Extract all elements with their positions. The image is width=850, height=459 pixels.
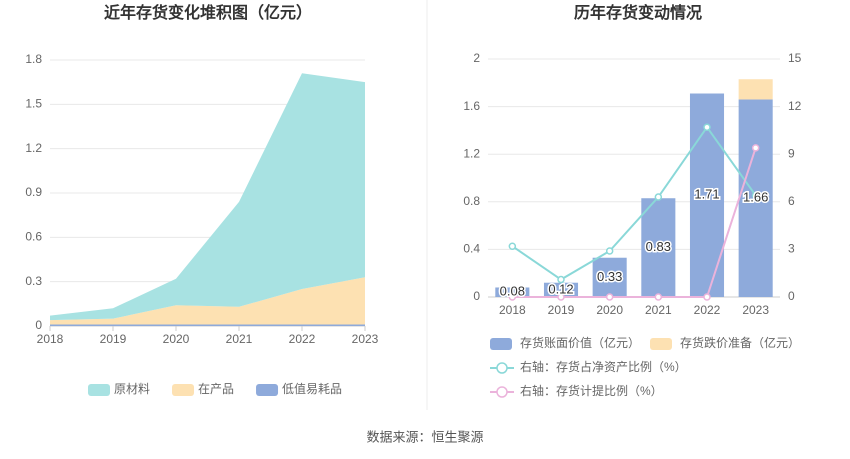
- area: [50, 73, 365, 321]
- y-tick-label: 0.8: [463, 194, 480, 208]
- bar: [495, 287, 530, 297]
- line: [511, 125, 757, 281]
- y-tick-label: 12: [788, 99, 802, 113]
- y-tick-label: 0: [473, 289, 480, 303]
- y-tick-label: 3: [788, 242, 795, 256]
- y-tick-label: 1.6: [463, 99, 480, 113]
- point: [751, 144, 760, 152]
- legend-label: 右轴：存货计提比例（%）: [520, 383, 663, 398]
- legend-swatch: [256, 384, 279, 396]
- x-tick-label: 2020: [596, 303, 623, 317]
- legend-marker: [496, 362, 508, 374]
- chart-title: 近年存货变化堆积图（亿元）: [104, 3, 312, 22]
- data-label: 1.71: [694, 187, 719, 202]
- point: [703, 123, 711, 131]
- x-tick-label: 2019: [100, 332, 127, 346]
- point: [605, 247, 614, 255]
- legend-label: 右轴：存货占净资产比例（%）: [520, 359, 687, 374]
- line: [512, 147, 757, 298]
- point: [508, 242, 517, 250]
- data-label: 0.33: [597, 269, 622, 284]
- legend-label: 原材料: [114, 382, 150, 396]
- point: [605, 293, 614, 301]
- x-tick-label: 2023: [352, 332, 379, 346]
- bar: [738, 79, 773, 100]
- bar: [543, 282, 579, 297]
- y-tick-label: 0.4: [463, 242, 480, 256]
- x-tick-label: 2020: [163, 332, 190, 346]
- bar: [641, 198, 676, 297]
- point: [654, 193, 663, 201]
- y-tick-label: 6: [788, 194, 795, 208]
- y-tick-label: 0.6: [25, 230, 42, 244]
- legend-marker: [496, 386, 508, 398]
- y-tick-label: 0: [788, 289, 795, 303]
- y-tick-label: 0.3: [25, 274, 42, 288]
- data-label: 0.83: [646, 239, 671, 254]
- y-tick-label: 0.9: [25, 185, 42, 199]
- x-tick-label: 2021: [645, 303, 672, 317]
- y-tick-label: 15: [788, 51, 802, 65]
- point: [508, 293, 517, 301]
- area: [50, 277, 365, 325]
- source: 数据来源：恒生聚源: [366, 429, 483, 444]
- legend-swatch: [490, 338, 512, 350]
- y-tick-label: 2: [473, 51, 480, 65]
- point: [703, 293, 711, 301]
- x-tick-label: 2022: [289, 332, 316, 346]
- legend-swatch: [88, 384, 110, 396]
- point: [557, 293, 565, 301]
- legend-label: 低值易耗品: [282, 381, 342, 396]
- x-tick-label: 2021: [226, 332, 253, 346]
- x-tick-label: 2018: [37, 332, 64, 346]
- x-tick-label: 2019: [548, 303, 575, 317]
- data-label: 0.08: [500, 284, 525, 299]
- y-tick-label: 9: [788, 146, 795, 160]
- y-tick-label: 0: [35, 318, 42, 332]
- legend-label: 存货账面价值（亿元）: [520, 335, 640, 350]
- point: [751, 191, 760, 200]
- y-tick-label: 1.8: [25, 52, 42, 66]
- y-tick-label: 1.2: [25, 141, 42, 155]
- point: [557, 275, 565, 284]
- x-tick-label: 2018: [499, 303, 526, 317]
- x-tick-label: 2022: [694, 303, 721, 317]
- legend-swatch: [172, 384, 195, 396]
- bar: [592, 257, 627, 297]
- legend-label: 在产品: [198, 382, 234, 396]
- chart-title: 历年存货变动情况: [574, 3, 702, 22]
- data-label: 1.66: [743, 190, 768, 205]
- area: [50, 324, 365, 326]
- legend-label: 存货跌价准备（亿元）: [680, 335, 800, 350]
- y-tick-label: 1.2: [463, 146, 480, 160]
- x-tick-label: 2023: [742, 303, 769, 317]
- data-label: 0.12: [548, 281, 573, 296]
- legend-swatch: [650, 338, 672, 350]
- point: [654, 293, 663, 301]
- y-tick-label: 1.5: [25, 97, 42, 111]
